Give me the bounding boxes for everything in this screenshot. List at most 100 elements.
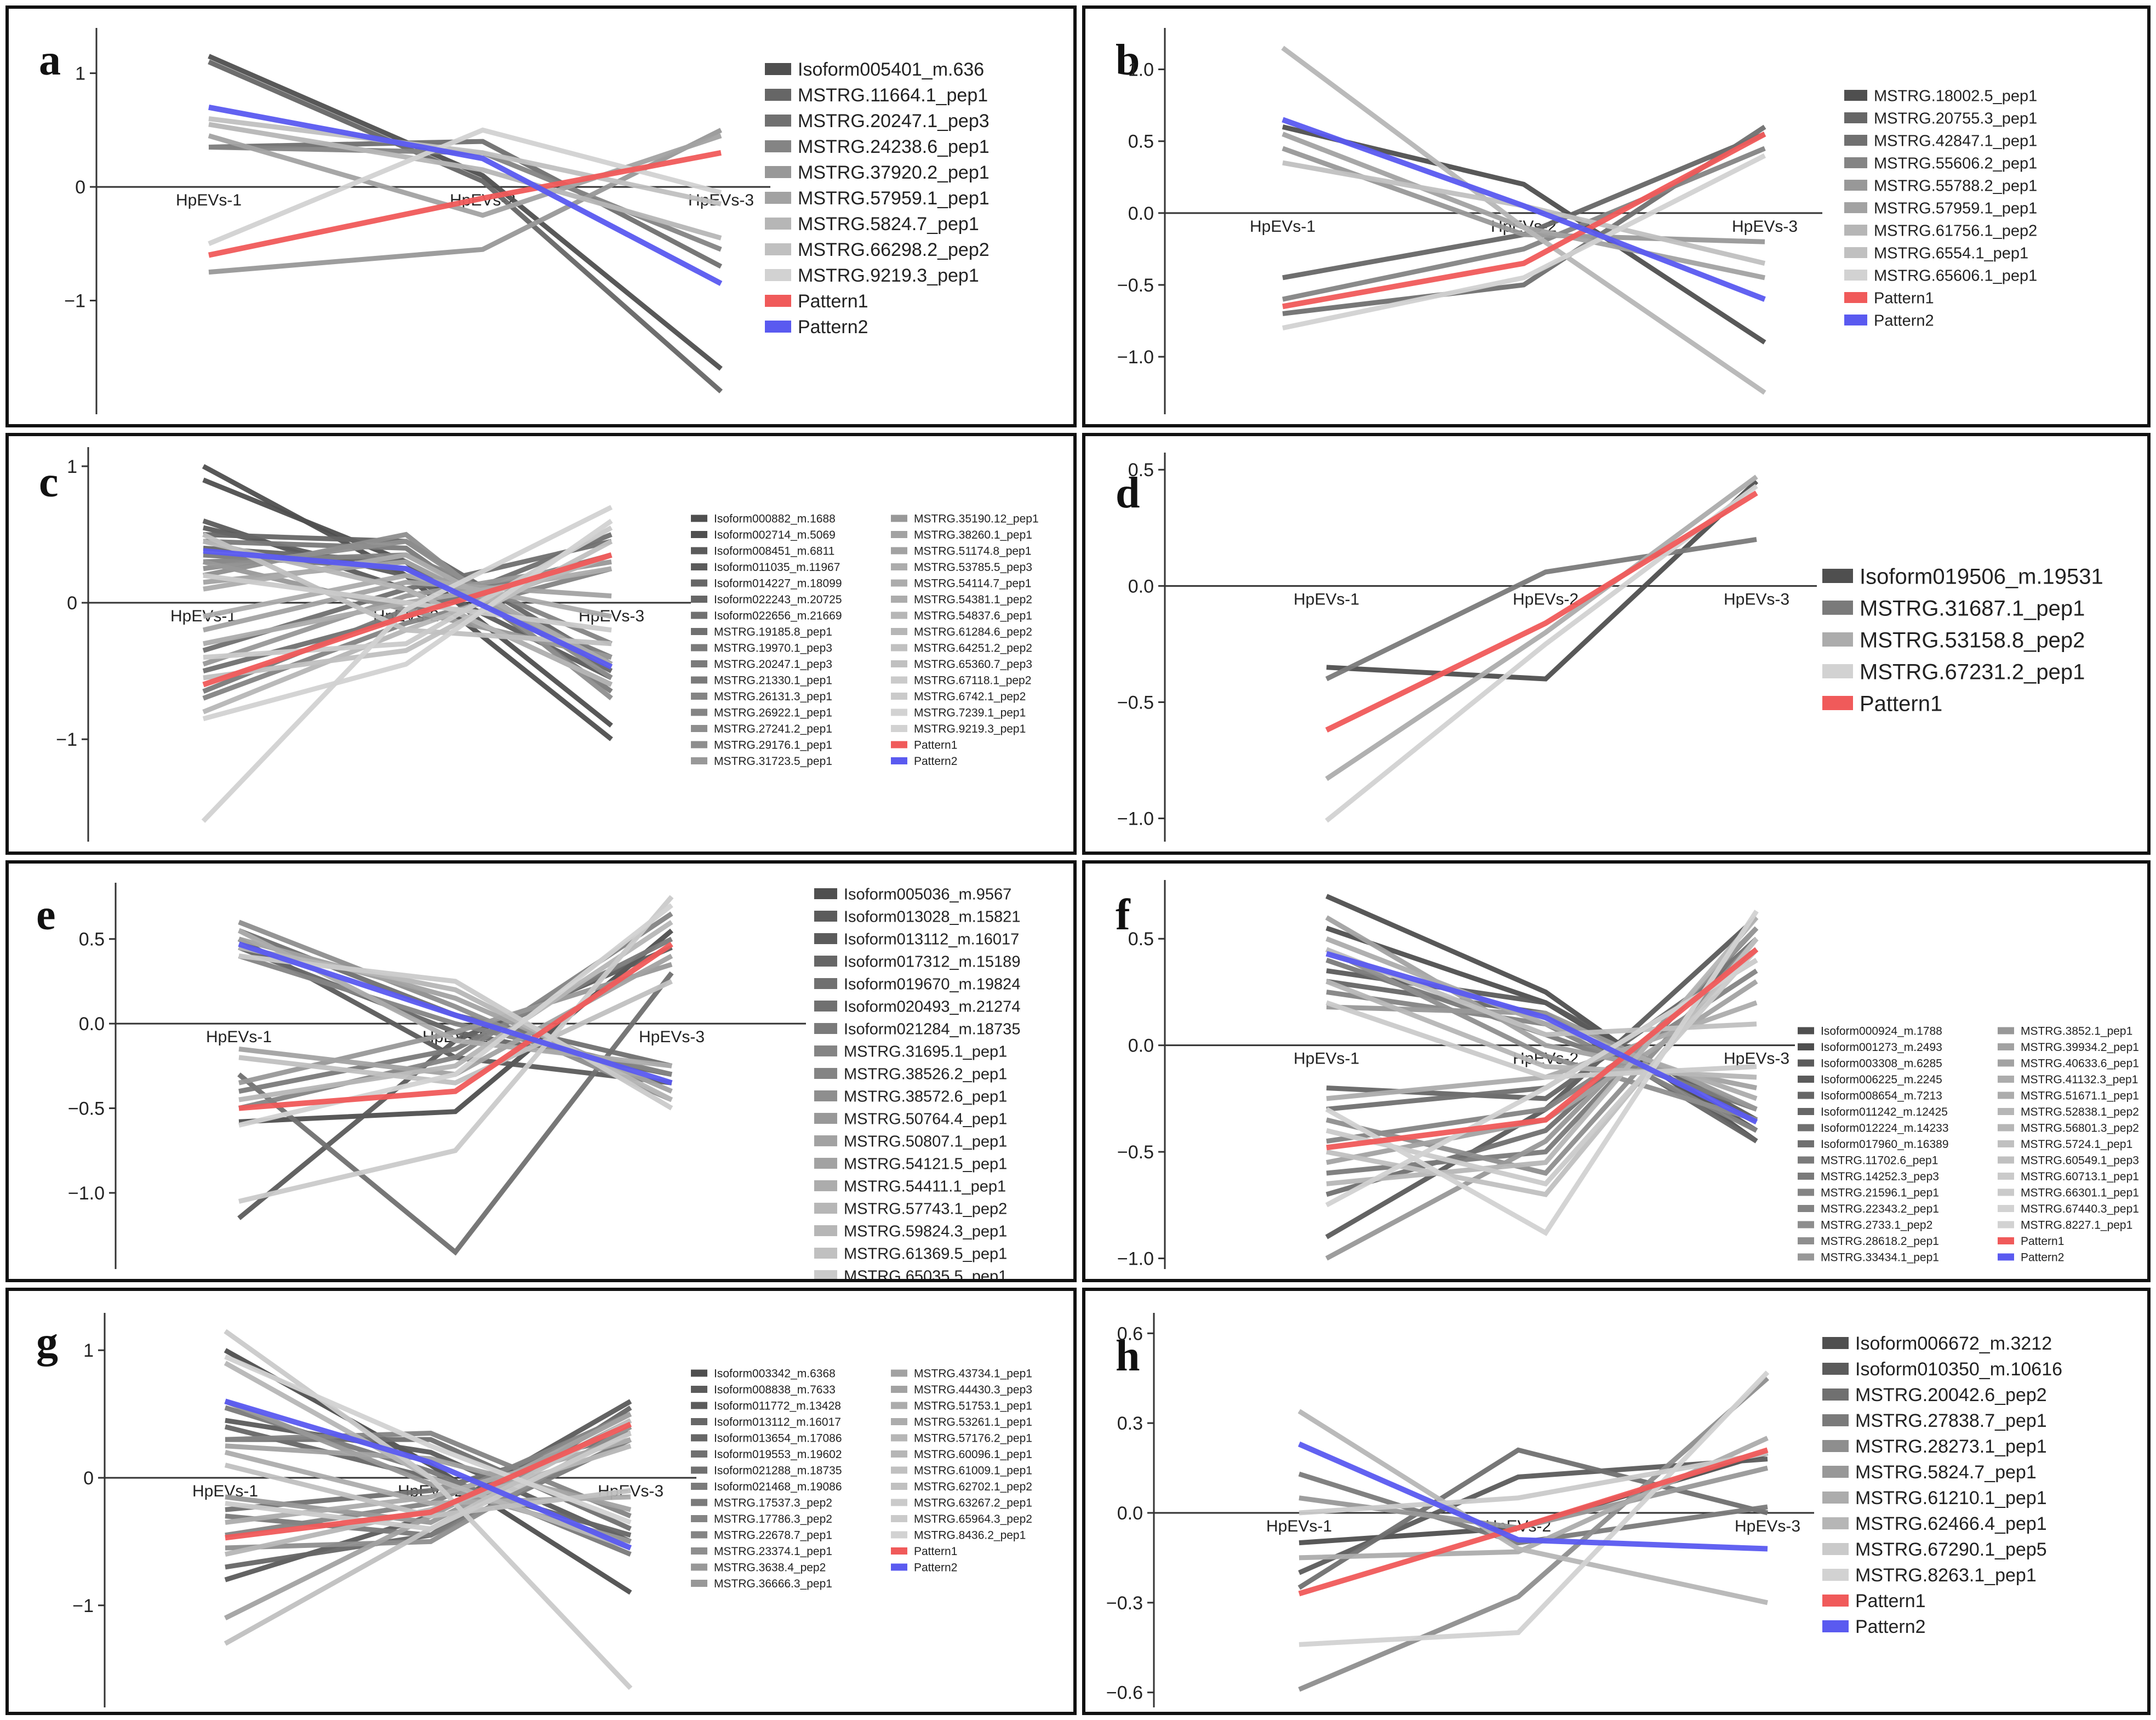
x-tick-label: HpEVs-1 [1294, 590, 1359, 608]
legend-swatch [1998, 1140, 2014, 1147]
legend-label: Isoform000924_m.1788 [1821, 1025, 1942, 1038]
legend-swatch [691, 708, 707, 716]
legend-label: MSTRG.53785.5_pep3 [914, 561, 1032, 574]
legend-label: MSTRG.57959.1_pep1 [1874, 199, 2037, 217]
legend-label: MSTRG.36666.3_pep1 [714, 1578, 832, 1590]
legend-label: MSTRG.21330.1_pep1 [714, 675, 832, 687]
legend-swatch [891, 1369, 907, 1377]
legend-swatch [1822, 1569, 1849, 1581]
legend-label: MSTRG.29176.1_pep1 [714, 739, 832, 752]
series-line-Pattern1 [1325, 490, 1758, 733]
legend-label: MSTRG.56801.3_pep2 [2021, 1122, 2139, 1135]
legend-label: Isoform022656_m.21669 [714, 610, 842, 622]
series-line-Pattern1 [202, 552, 613, 688]
legend-label: MSTRG.21596.1_pep1 [1821, 1187, 1939, 1199]
panel-letter: e [36, 891, 56, 939]
legend-swatch [1822, 1363, 1849, 1375]
legend-swatch [814, 1270, 837, 1279]
series-line-MSTRG.65606.1_pep1 [1282, 153, 1766, 331]
legend-label: MSTRG.38260.1_pep1 [914, 529, 1032, 541]
legend-label: Isoform011772_m.13428 [714, 1400, 841, 1413]
legend-swatch [1844, 157, 1867, 168]
panel-h: h 0.6 0.3 0.0 −0.3 −0.6 HpEVs-1 HpEVs-2 HpEVs-3 I… [1082, 1288, 2151, 1715]
legend-swatch [814, 1001, 837, 1012]
legend-swatch [1798, 1173, 1814, 1180]
legend-label: Isoform021288_m.18735 [714, 1465, 842, 1477]
legend-label: Pattern1 [1855, 1591, 1926, 1612]
y-tick-label: −0.5 [1117, 692, 1154, 713]
legend-swatch [814, 978, 837, 989]
panel-c: c 1 0 −1 HpEVs-1 HpEVs-2 HpEVs-3 Isoform000882_… [5, 433, 1077, 855]
legend-label: Isoform013654_m.17086 [714, 1432, 842, 1445]
legend-swatch [691, 1466, 707, 1474]
legend-label: Isoform014227_m.18099 [714, 578, 842, 590]
legend-label: MSTRG.40633.6_pep1 [2021, 1058, 2139, 1070]
legend-label: MSTRG.8227.1_pep1 [2021, 1219, 2132, 1232]
series-line-MSTRG.11664.1_pep1 [208, 59, 723, 393]
series-line-Pattern1 [208, 150, 722, 258]
legend-label: MSTRG.19185.8_pep1 [714, 626, 832, 638]
series-line-Pattern1 [238, 941, 673, 1111]
panel-b: b 1.0 0.5 0.0 −0.5 −1.0 HpEVs-1 HpEVs-2 HpEVs-3 M… [1082, 5, 2151, 427]
legend-label: MSTRG.27838.7_pep1 [1855, 1410, 2047, 1431]
x-tick-label: HpEVs-1 [206, 1028, 272, 1046]
y-tick-label: 0.0 [1128, 1036, 1154, 1056]
series-line-MSTRG.57959.1_pep1 [208, 133, 722, 218]
panel-letter: h [1116, 1332, 1140, 1380]
legend-label: MSTRG.54837.6_pep1 [914, 610, 1032, 622]
legend-label: MSTRG.22343.2_pep1 [1821, 1203, 1939, 1215]
legend-swatch [1822, 1543, 1849, 1555]
panel-letter: g [36, 1318, 58, 1367]
legend-swatch [891, 660, 907, 667]
legend-swatch [1822, 1517, 1849, 1529]
legend-label: Isoform021468_m.19086 [714, 1481, 842, 1493]
legend-label: MSTRG.6554.1_pep1 [1874, 244, 2028, 262]
legend-swatch [765, 140, 791, 152]
legend-swatch [891, 563, 907, 570]
legend-label: MSTRG.28618.2_pep1 [1821, 1235, 1939, 1248]
series-line-MSTRG.20042.6_pep2 [1297, 1447, 1769, 1590]
legend-label: Isoform021284_m.18735 [844, 1020, 1020, 1038]
legend-label: MSTRG.24238.6_pep1 [798, 136, 990, 157]
legend-label: Isoform002714_m.5069 [714, 529, 836, 541]
legend-label: Pattern2 [798, 317, 868, 338]
legend-swatch [891, 628, 907, 635]
legend-swatch [891, 515, 907, 522]
y-tick-label: 0 [75, 177, 85, 198]
series-line-Pattern2 [224, 1398, 632, 1551]
legend-label: MSTRG.20247.1_pep3 [714, 658, 832, 671]
legend-swatch [691, 1563, 707, 1571]
series-line-MSTRG.9219.3_pep1 [201, 505, 613, 823]
legend-swatch [1822, 1388, 1849, 1401]
y-tick-label: 0.5 [1128, 929, 1154, 950]
series-line-Isoform021284_m.18735 [238, 936, 673, 1094]
legend-swatch [1822, 1492, 1849, 1504]
legend-swatch [691, 725, 707, 732]
legend-swatch [891, 1515, 907, 1522]
legend-label: MSTRG.2733.1_pep2 [1821, 1219, 1932, 1232]
legend-label: MSTRG.11664.1_pep1 [798, 85, 988, 106]
legend-swatch [1822, 1595, 1849, 1607]
legend-swatch [1822, 569, 1853, 583]
y-tick-label: −0.5 [1117, 275, 1154, 296]
legend-label: MSTRG.9219.3_pep1 [914, 723, 1026, 735]
legend-swatch [814, 956, 837, 967]
legend-swatch [691, 531, 707, 538]
legend-label: MSTRG.8263.1_pep1 [1855, 1565, 2037, 1586]
legend-swatch [891, 596, 907, 603]
legend-label: MSTRG.31723.5_pep1 [714, 755, 832, 768]
series-line-Pattern1 [1326, 947, 1759, 1151]
legend-label: MSTRG.38526.2_pep1 [844, 1065, 1007, 1083]
legend-label: Isoform000882_m.1688 [714, 513, 836, 525]
series-line-MSTRG.61369.5_pep1 [238, 979, 673, 1085]
legend-label: MSTRG.61369.5_pep1 [844, 1245, 1007, 1262]
legend-label: MSTRG.18002.5_pep1 [1874, 87, 2037, 105]
series-line-Pattern2 [1325, 951, 1758, 1125]
series-line-MSTRG.55606.2_pep1 [1282, 146, 1766, 302]
y-tick-label: −0.5 [1117, 1142, 1154, 1163]
legend-label: MSTRG.41132.3_pep1 [2021, 1073, 2138, 1086]
series-line-MSTRG.53785.5_pep3 [203, 573, 612, 619]
legend-swatch [1798, 1092, 1814, 1099]
